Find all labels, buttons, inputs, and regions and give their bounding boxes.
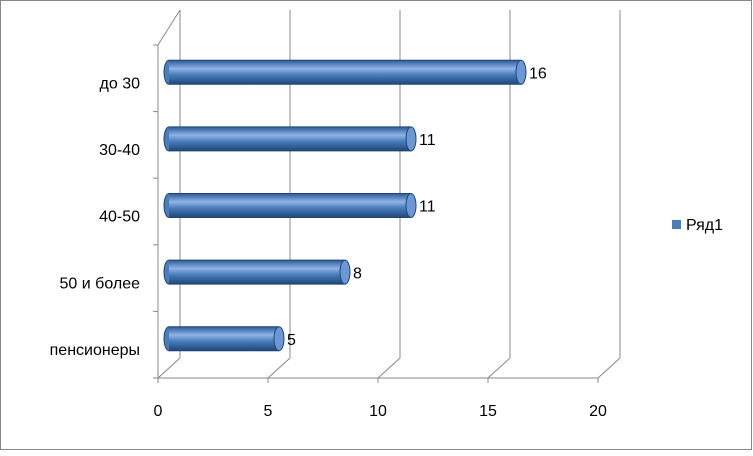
bar: [163, 259, 351, 285]
y-tick-label: 40-50: [99, 209, 140, 226]
data-label: 11: [419, 199, 436, 216]
x-tick-label: 20: [589, 403, 607, 420]
bar-part: [515, 59, 527, 85]
legend-swatch: [672, 220, 681, 229]
bar: [163, 326, 285, 352]
grid-line: [157, 357, 181, 379]
y-tick-label: 30-40: [99, 142, 140, 159]
bar: [163, 193, 417, 218]
y-tick-label: до 30: [100, 76, 141, 93]
bar-part: [405, 193, 417, 218]
bar-part: [169, 260, 345, 285]
x-tick-label: 15: [479, 403, 497, 420]
bar-part: [339, 259, 351, 285]
data-label: 8: [353, 265, 362, 282]
grid-line: [377, 357, 401, 379]
x-tick-label: 5: [264, 403, 273, 420]
bar-part: [169, 60, 521, 85]
legend-label: Ряд1: [686, 217, 723, 234]
data-label: 5: [287, 332, 296, 349]
y-tick-label: пенсионеры: [50, 342, 140, 359]
bar-part: [169, 326, 279, 351]
bar: [163, 126, 417, 152]
grid-line: [487, 357, 511, 379]
bar: [163, 59, 527, 85]
bar-part: [169, 193, 411, 218]
y-tick-label: 50 и более: [60, 275, 141, 292]
back-top: [157, 9, 181, 46]
bar-part: [169, 126, 411, 151]
x-tick-label: 0: [154, 403, 163, 420]
x-tick-label: 10: [369, 403, 387, 420]
data-label: 11: [419, 132, 436, 149]
grid-line: [267, 357, 291, 379]
bar-part: [273, 326, 285, 352]
bar-part: [405, 126, 417, 152]
data-label: 16: [529, 66, 547, 83]
grid-line: [597, 357, 621, 379]
